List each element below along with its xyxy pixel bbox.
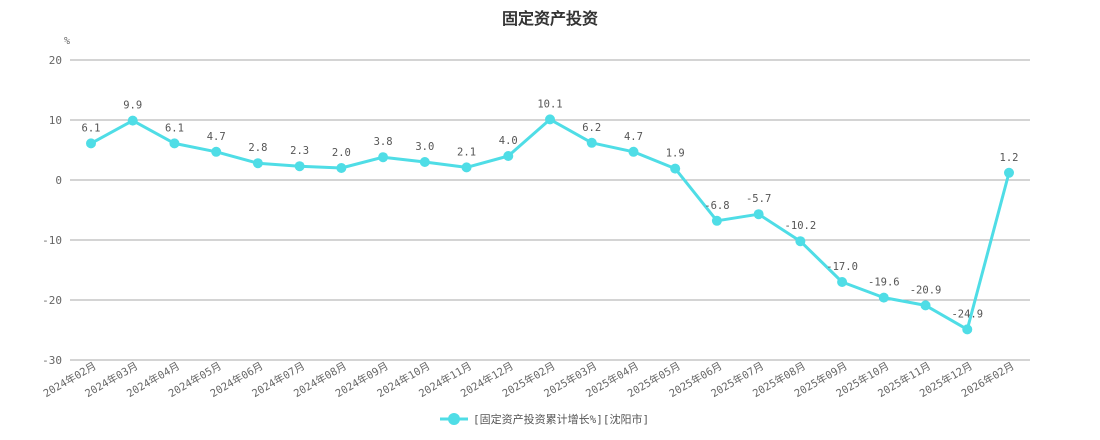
data-point — [753, 209, 764, 220]
data-label: 2.8 — [248, 142, 267, 154]
data-label: 3.8 — [374, 136, 393, 148]
x-axis-ticks: 2024年02月2024年03月2024年04月2024年05月2024年06月… — [41, 359, 1017, 400]
data-label: 6.2 — [582, 122, 601, 134]
y-tick-label: -30 — [42, 354, 62, 367]
series-layer — [90, 117, 1011, 331]
data-label: -24.9 — [951, 308, 983, 320]
data-point — [545, 114, 555, 125]
data-label: 2.3 — [290, 145, 309, 157]
data-label: 4.0 — [499, 135, 518, 147]
y-axis-ticks: 20 10 0 -10 -20 -30 — [42, 54, 62, 367]
legend-label: [固定资产投资累计增长%][沈阳市] — [473, 412, 649, 426]
data-point — [252, 158, 263, 169]
y-tick-label: -20 — [42, 294, 62, 307]
data-label: 4.7 — [207, 131, 226, 143]
data-point — [169, 138, 180, 149]
data-labels: 6.1 9.9 6.1 4.7 2.8 2.3 2.0 3.8 3.0 2.1 4.0 10.1 6.2… — [82, 98, 1019, 320]
data-point — [461, 162, 472, 173]
grid-lines — [70, 59, 1030, 361]
data-label: 2.0 — [332, 147, 351, 159]
data-point — [711, 215, 722, 226]
data-label: 9.9 — [123, 100, 142, 112]
data-point — [294, 161, 305, 172]
data-point — [1004, 167, 1014, 178]
legend-marker-icon — [448, 413, 460, 425]
data-point — [878, 292, 889, 303]
data-label: 1.9 — [666, 148, 685, 160]
data-label: -6.8 — [704, 200, 729, 212]
data-point — [920, 300, 931, 311]
data-label: 2.1 — [457, 146, 476, 158]
data-point — [670, 163, 681, 174]
data-point — [419, 157, 430, 167]
data-point — [795, 236, 806, 247]
data-label: -10.2 — [785, 220, 817, 232]
data-point — [628, 146, 639, 157]
data-point — [86, 138, 96, 149]
data-label: 6.1 — [82, 122, 101, 134]
data-point — [586, 137, 597, 148]
data-point — [378, 152, 389, 163]
data-point — [211, 146, 222, 157]
data-label: -17.0 — [826, 261, 858, 273]
data-label: 1.2 — [1000, 152, 1019, 164]
data-point — [336, 163, 347, 173]
data-point — [503, 151, 514, 161]
y-tick-label: 0 — [55, 174, 62, 187]
data-point — [962, 324, 973, 335]
data-points — [86, 114, 1014, 335]
y-tick-label: 20 — [49, 54, 62, 67]
chart-title: 固定资产投资 — [502, 9, 598, 28]
data-label: 3.0 — [415, 141, 434, 153]
y-tick-label: 10 — [49, 114, 62, 127]
data-point — [837, 277, 848, 287]
data-label: -20.9 — [910, 284, 942, 296]
data-label: 6.1 — [165, 122, 184, 134]
y-tick-label: -10 — [42, 234, 62, 247]
data-label: 4.7 — [624, 131, 643, 143]
y-axis-unit: % — [64, 36, 70, 47]
data-label: 10.1 — [537, 98, 562, 110]
legend[interactable]: [固定资产投资累计增长%][沈阳市] — [440, 412, 649, 426]
series-line — [90, 117, 1011, 331]
data-point — [127, 115, 138, 126]
data-label: -5.7 — [746, 193, 771, 205]
data-label: -19.6 — [868, 277, 900, 289]
